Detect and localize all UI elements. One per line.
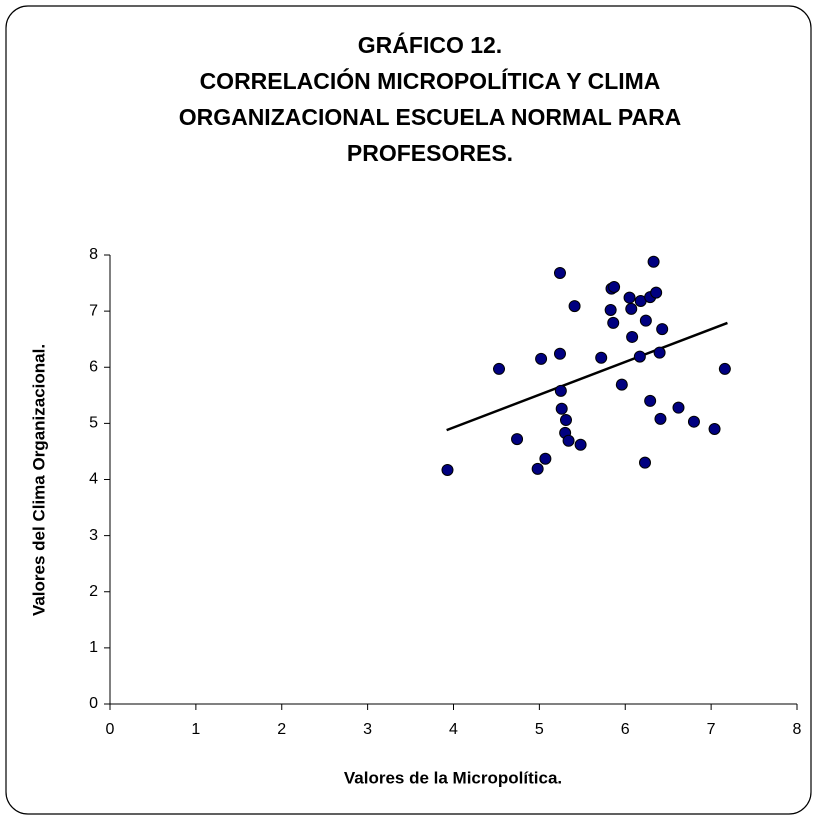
- scatter-point: [441, 463, 454, 476]
- chart-title: ORGANIZACIONAL ESCUELA NORMAL PARA: [179, 104, 682, 130]
- scatter-point: [554, 384, 567, 397]
- scatter-point: [559, 414, 572, 427]
- scatter-point: [644, 394, 657, 407]
- x-tick-label: 8: [793, 721, 802, 738]
- scatter-point: [574, 438, 587, 451]
- x-tick-label: 7: [707, 721, 716, 738]
- y-tick-label: 0: [89, 695, 98, 712]
- scatter-point: [531, 462, 544, 475]
- scatter-point: [607, 316, 620, 329]
- scatter-point: [568, 300, 581, 313]
- y-tick-label: 4: [89, 471, 98, 488]
- y-tick-label: 7: [89, 302, 98, 319]
- chart-title: GRÁFICO 12.: [358, 31, 502, 58]
- scatter-point: [625, 302, 638, 315]
- scatter-point: [626, 330, 639, 343]
- scatter-point: [539, 452, 552, 465]
- scatter-point: [555, 402, 568, 415]
- scatter-point: [639, 314, 652, 327]
- chart-title: CORRELACIÓN MICROPOLÍTICA Y CLIMA: [200, 67, 661, 94]
- chart-title: PROFESORES.: [347, 140, 513, 166]
- scatter-point: [615, 378, 628, 391]
- scatter-point: [553, 266, 566, 279]
- x-tick-label: 1: [191, 721, 200, 738]
- scatter-point: [656, 323, 669, 336]
- y-axis-label: Valores del Clima Organizacional.: [29, 344, 48, 616]
- scatter-point: [511, 433, 524, 446]
- y-tick-label: 8: [89, 246, 98, 263]
- scatter-point: [535, 352, 548, 365]
- scatter-point: [608, 280, 621, 293]
- scatter-point: [687, 415, 700, 428]
- scatter-point: [633, 350, 646, 363]
- y-tick-label: 5: [89, 415, 98, 432]
- scatter-point: [718, 362, 731, 375]
- x-tick-label: 0: [106, 721, 115, 738]
- y-tick-label: 1: [89, 639, 98, 656]
- scatter-point: [708, 422, 721, 435]
- x-tick-label: 6: [621, 721, 630, 738]
- x-tick-label: 3: [363, 721, 372, 738]
- scatter-point: [623, 291, 636, 304]
- scatter-point: [639, 456, 652, 469]
- scatter-point: [553, 347, 566, 360]
- scatter-point: [653, 346, 666, 359]
- x-tick-label: 4: [449, 721, 458, 738]
- y-tick-label: 6: [89, 358, 98, 375]
- scatter-point: [672, 401, 685, 414]
- x-axis-label: Valores de la Micropolítica.: [344, 768, 562, 787]
- x-tick-label: 5: [535, 721, 544, 738]
- y-tick-label: 3: [89, 527, 98, 544]
- chart-border: [5, 5, 812, 815]
- x-tick-label: 2: [277, 721, 286, 738]
- y-tick-label: 2: [89, 583, 98, 600]
- trend-line: [446, 321, 728, 432]
- scatter-point: [493, 362, 506, 375]
- scatter-point: [647, 255, 660, 268]
- scatter-point: [654, 412, 667, 425]
- scatter-point: [650, 286, 663, 299]
- scatter-point: [595, 351, 608, 364]
- scatter-point: [562, 434, 575, 447]
- scatter-point: [604, 304, 617, 317]
